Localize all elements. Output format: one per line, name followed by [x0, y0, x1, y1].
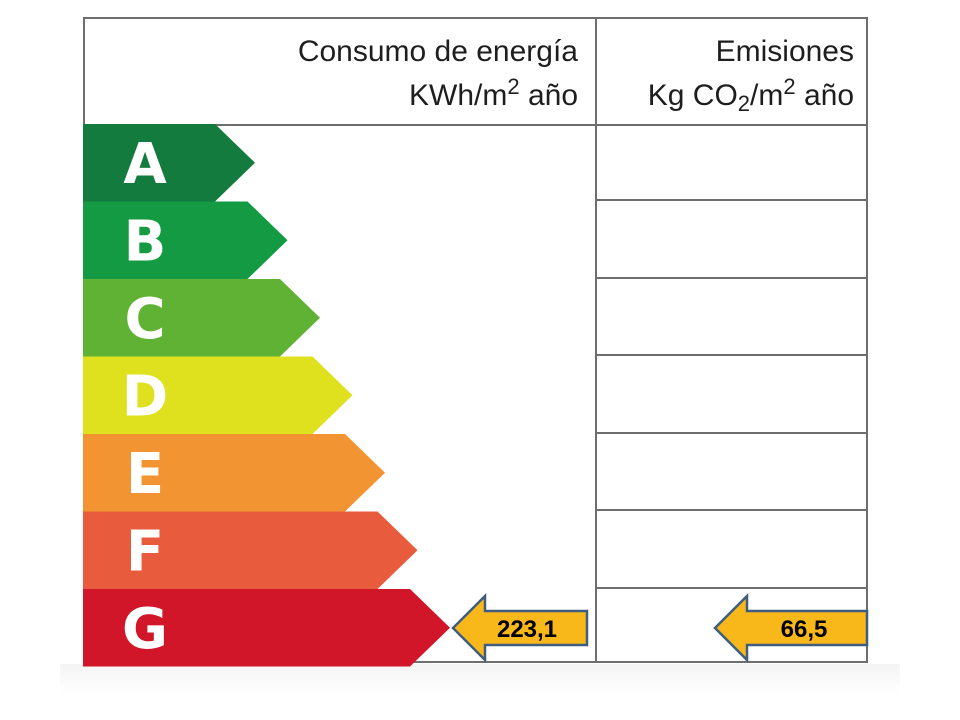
energy-class-c: C — [83, 279, 320, 357]
bottom-shadow — [60, 664, 900, 694]
energy-class-letter: E — [126, 442, 164, 507]
emissions-value-marker: 66,5 — [713, 592, 869, 664]
row-divider — [595, 199, 868, 201]
emissions-unit: Kg CO2/m2 año — [647, 74, 854, 116]
energy-class-bar — [83, 201, 288, 279]
energy-class-letter: F — [126, 519, 164, 584]
header-divider — [83, 124, 868, 126]
row-divider — [595, 277, 868, 279]
energy-class-bar — [83, 279, 320, 357]
energy-class-letter: C — [124, 287, 165, 352]
row-divider — [595, 587, 868, 589]
energy-class-g: G — [83, 589, 450, 667]
energy-class-letter: A — [123, 132, 167, 197]
emissions-value: 66,5 — [781, 616, 828, 643]
emissions-marker-arrow — [713, 592, 869, 664]
energy-class-a: A — [83, 124, 255, 202]
energy-column-header: Consumo de energía KWh/m2 año — [298, 30, 578, 118]
energy-class-d: D — [83, 356, 353, 434]
energy-value: 223,1 — [497, 616, 557, 643]
row-divider — [595, 432, 868, 434]
emissions-title: Emisiones — [715, 35, 854, 68]
energy-class-letter: B — [124, 209, 167, 274]
energy-marker-arrow — [451, 592, 589, 664]
row-divider — [595, 509, 868, 511]
row-divider — [595, 354, 868, 356]
energy-unit: KWh/m2 año — [409, 74, 578, 113]
column-divider — [595, 17, 597, 663]
energy-class-bar — [83, 589, 450, 667]
emissions-column-header: Emisiones Kg CO2/m2 año — [648, 30, 854, 118]
energy-class-bar — [83, 356, 353, 434]
energy-class-letter: G — [122, 597, 168, 662]
energy-class-bar — [83, 511, 418, 589]
energy-class-e: E — [83, 434, 385, 512]
energy-class-bar — [83, 124, 255, 202]
energy-class-letter: D — [122, 364, 168, 429]
energy-title: Consumo de energía — [297, 35, 578, 68]
energy-class-bar — [83, 434, 385, 512]
energy-class-b: B — [83, 201, 288, 279]
energy-class-f: F — [83, 511, 418, 589]
energy-value-marker: 223,1 — [451, 592, 589, 664]
